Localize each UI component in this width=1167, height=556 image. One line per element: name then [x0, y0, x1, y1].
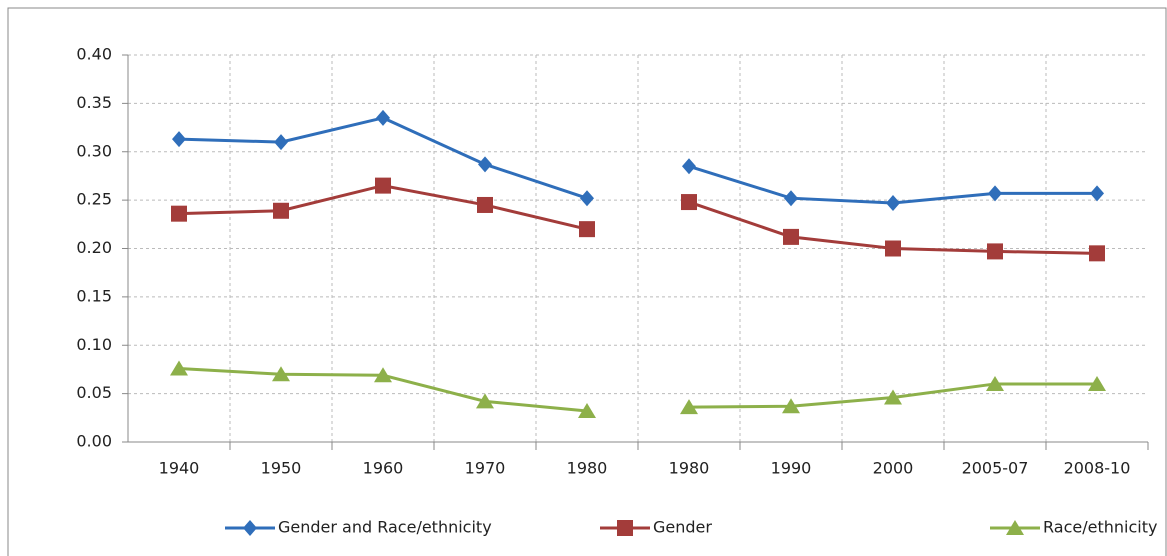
marker — [681, 194, 697, 211]
y-tick-label: 0.25 — [76, 190, 112, 209]
marker — [884, 389, 902, 405]
marker — [1090, 185, 1104, 202]
x-tick-label: 1960 — [363, 459, 404, 478]
x-tick-label: 1980 — [669, 459, 710, 478]
y-tick-label: 0.15 — [76, 286, 112, 305]
x-tick-label: 1940 — [159, 459, 200, 478]
marker — [172, 131, 186, 148]
marker — [782, 398, 800, 414]
y-tick-label: 0.10 — [76, 335, 112, 354]
marker — [476, 393, 494, 409]
marker — [886, 195, 900, 212]
marker — [171, 205, 187, 222]
y-tick-label: 0.35 — [76, 93, 112, 112]
marker — [682, 158, 696, 175]
marker — [274, 134, 288, 151]
legend-marker — [1006, 520, 1024, 535]
y-tick-label: 0.20 — [76, 238, 112, 257]
marker — [1089, 245, 1105, 262]
legend-marker — [617, 520, 633, 536]
y-tick-label: 0.05 — [76, 383, 112, 402]
x-tick-label: 2000 — [873, 459, 914, 478]
x-tick-label: 1990 — [771, 459, 812, 478]
marker — [170, 360, 188, 376]
legend-label: Gender — [653, 518, 712, 537]
marker — [680, 399, 698, 415]
chart-border — [7, 7, 1167, 556]
y-tick-label: 0.30 — [76, 141, 112, 160]
marker — [375, 177, 391, 194]
marker — [578, 403, 596, 419]
marker — [885, 240, 901, 257]
x-tick-label: 2005-07 — [962, 459, 1029, 478]
legend-label: Race/ethnicity — [1043, 518, 1157, 537]
marker — [273, 202, 289, 219]
marker — [580, 190, 594, 207]
marker — [579, 221, 595, 238]
marker — [272, 366, 290, 382]
marker — [1088, 375, 1106, 391]
legend-label: Gender and Race/ethnicity — [278, 518, 492, 537]
x-tick-label: 1950 — [261, 459, 302, 478]
marker — [986, 375, 1004, 391]
x-tick-label: 1970 — [465, 459, 506, 478]
legend-marker — [243, 520, 257, 536]
marker — [477, 196, 493, 213]
y-tick-label: 0.00 — [76, 432, 112, 451]
marker — [376, 109, 390, 126]
marker — [988, 185, 1002, 202]
marker — [784, 190, 798, 207]
marker — [783, 228, 799, 245]
x-tick-label: 1980 — [567, 459, 608, 478]
marker — [374, 367, 392, 383]
marker — [478, 156, 492, 173]
x-tick-label: 2008-10 — [1064, 459, 1131, 478]
marker — [987, 243, 1003, 260]
y-tick-label: 0.40 — [76, 45, 112, 64]
